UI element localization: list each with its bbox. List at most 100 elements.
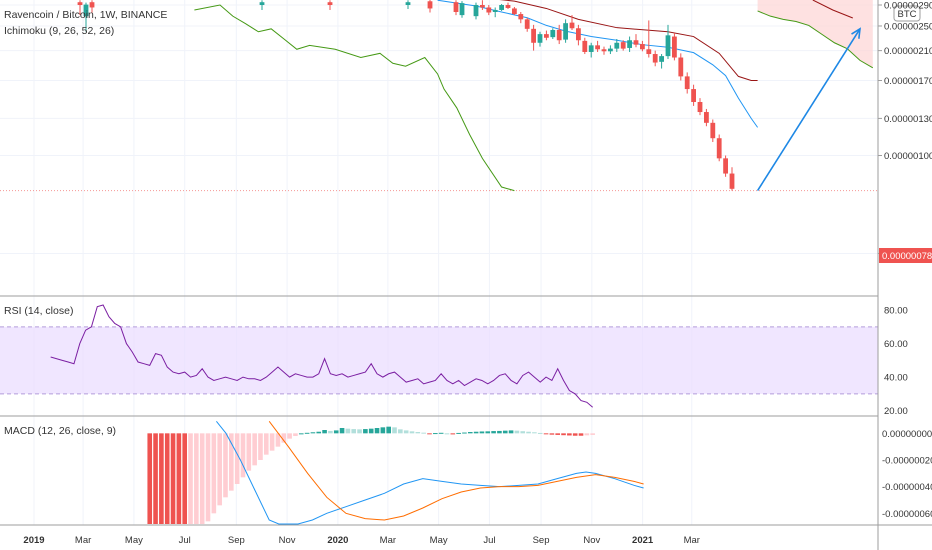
- macd-histogram-bar: [234, 433, 240, 484]
- candle: [665, 24, 671, 59]
- candle: [588, 42, 594, 58]
- senkou-span-b-line: [812, 0, 853, 19]
- candle-body: [486, 7, 492, 13]
- price-tick-label: 0.00000290: [884, 1, 932, 12]
- candle-body: [499, 5, 504, 10]
- macd-histogram-bar: [467, 432, 473, 434]
- chart-overlay: [756, 27, 861, 192]
- candle: [492, 7, 498, 18]
- macd-histogram-bar: [374, 428, 380, 434]
- chikou-span-line: [194, 4, 515, 192]
- time-tick-label: Nov: [583, 535, 600, 546]
- candle: [259, 0, 265, 10]
- time-tick-label: Sep: [533, 535, 550, 546]
- candle-body: [83, 4, 89, 17]
- macd-histogram-bar: [351, 429, 357, 434]
- candle-body: [640, 44, 645, 50]
- macd-tick-label: -0.00000040: [882, 482, 932, 493]
- kijun-sen-line: [499, 0, 758, 81]
- senkou-span-line: [757, 10, 874, 69]
- rsi-tick-label: 60.00: [884, 339, 908, 350]
- macd-histogram-bar: [479, 431, 485, 434]
- macd-histogram-bar: [182, 433, 188, 524]
- indicator-label[interactable]: Ichimoku (9, 26, 52, 26): [4, 25, 114, 37]
- candle-body: [659, 56, 664, 62]
- macd-histogram-bar: [211, 433, 217, 514]
- price-tick-label: 0.00000130: [884, 114, 932, 125]
- candle-body: [684, 76, 690, 90]
- macd-histogram-bar: [502, 430, 508, 434]
- candle: [659, 54, 664, 69]
- candle: [620, 40, 626, 51]
- candle: [582, 37, 588, 55]
- candle: [486, 5, 492, 16]
- candle: [697, 98, 703, 116]
- macd-histogram-bar: [194, 433, 199, 524]
- macd-histogram-bar: [258, 433, 263, 460]
- rsi-title[interactable]: RSI (14, close): [4, 305, 73, 317]
- time-tick-label: Jul: [179, 535, 191, 546]
- candle: [505, 2, 511, 9]
- currency-badge[interactable]: BTC: [893, 5, 921, 22]
- macd-histogram-bar: [514, 430, 520, 434]
- macd-histogram-bar: [205, 433, 211, 522]
- candle-body: [427, 1, 433, 9]
- candle: [480, 0, 485, 10]
- candle-body: [646, 49, 652, 55]
- rsi-tick-label: 80.00: [884, 306, 908, 317]
- candle: [704, 108, 709, 127]
- candle-body: [627, 40, 632, 48]
- candle-body: [524, 19, 530, 29]
- macd-histogram-bar: [537, 432, 543, 434]
- macd-histogram-bar: [240, 433, 246, 478]
- candle: [512, 6, 517, 16]
- macd-histogram-bar: [491, 431, 496, 434]
- time-axis[interactable]: 2019 Mar May Jul Sep Nov 2020 Mar May Jul Sep Nov 20…: [23, 535, 700, 546]
- candle: [627, 36, 632, 52]
- macd-histogram-bar: [223, 433, 228, 498]
- candle: [569, 15, 575, 30]
- candle: [518, 11, 524, 24]
- candle-body: [405, 2, 411, 5]
- macd-title[interactable]: MACD (12, 26, close, 9): [4, 425, 116, 437]
- macd-histogram-bar: [316, 431, 322, 434]
- price-axis[interactable]: 0.00000290 0.00000250 0.00000210 0.00000170…: [878, 1, 932, 520]
- candle-body: [544, 34, 549, 38]
- macd-histogram-bar: [555, 433, 561, 435]
- candle-body: [608, 48, 613, 52]
- candle-body: [480, 5, 485, 8]
- macd-histogram-bar: [578, 433, 584, 436]
- candle: [531, 24, 536, 51]
- grid-lines: [0, 0, 878, 525]
- candle-body: [601, 49, 607, 52]
- macd-line: [216, 421, 644, 525]
- macd-histogram-bar: [328, 430, 333, 434]
- macd-histogram-bar: [275, 433, 281, 447]
- candle-body: [550, 29, 556, 38]
- candle-body: [665, 35, 671, 57]
- candle-body: [652, 54, 658, 63]
- candle: [684, 72, 690, 94]
- candle-body: [327, 2, 333, 5]
- macd-histogram-bar: [456, 432, 461, 434]
- time-tick-label: Jul: [483, 535, 495, 546]
- candle-body: [259, 2, 265, 5]
- macd-histogram-bar: [263, 433, 269, 455]
- macd-histogram-bar: [590, 433, 595, 435]
- rsi-panel: [0, 304, 878, 408]
- macd-histogram-bar: [199, 433, 205, 524]
- macd-histogram-bar: [549, 433, 555, 435]
- macd-signal-line: [268, 421, 644, 521]
- candle-body: [595, 45, 600, 50]
- candle-body: [729, 173, 735, 189]
- macd-histogram-bar: [269, 433, 275, 451]
- candle: [678, 53, 684, 81]
- macd-histogram-bar: [229, 433, 234, 491]
- candle-body: [473, 5, 479, 17]
- macd-histogram-bar: [293, 433, 298, 436]
- candle: [556, 24, 562, 45]
- candle-body: [512, 8, 517, 15]
- macd-histogram-bar: [252, 433, 257, 466]
- price-tick-label: 0.00000250: [884, 21, 932, 32]
